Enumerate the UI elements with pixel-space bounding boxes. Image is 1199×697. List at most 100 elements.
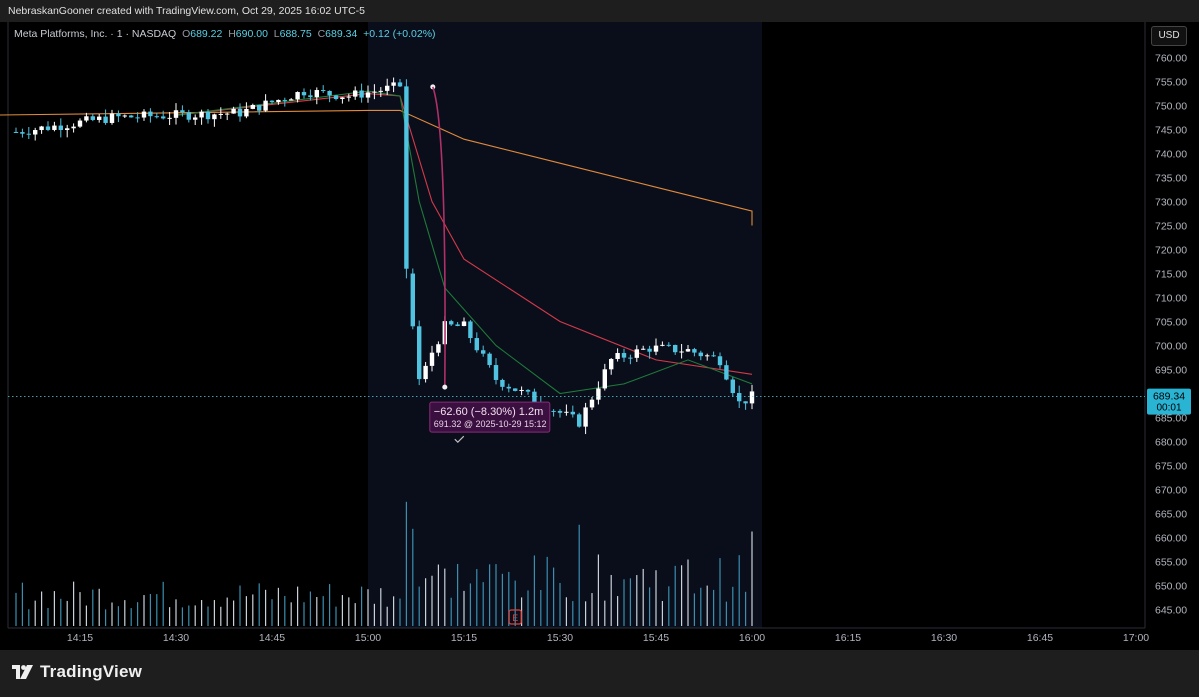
candle-body: [711, 355, 716, 357]
candle-body: [103, 116, 108, 123]
candle-body: [468, 321, 473, 339]
candle-body: [525, 389, 531, 392]
open-value: 689.22: [190, 28, 223, 40]
candle-body: [685, 349, 691, 352]
candle-body: [717, 356, 723, 366]
candle-body: [321, 90, 326, 92]
candle-body: [481, 350, 486, 354]
brand[interactable]: TradingView: [12, 662, 142, 682]
candle-body: [218, 113, 223, 115]
y-tick-label: 755.00: [1155, 77, 1187, 89]
candle-body: [455, 324, 460, 327]
candle-body: [65, 128, 70, 131]
candle-body: [589, 399, 595, 408]
candle-body: [154, 116, 159, 118]
candle-body: [673, 344, 678, 353]
candle-body: [71, 126, 76, 129]
change-value: +0.12 (+0.02%): [363, 28, 436, 40]
symbol-name: Meta Platforms, Inc. · 1 · NASDAQ: [14, 28, 177, 40]
candle-body: [385, 85, 390, 91]
candle-body: [282, 99, 287, 101]
candle-body: [660, 344, 665, 346]
close-label: C: [317, 28, 326, 40]
candle-body: [679, 351, 684, 353]
tradingview-logo-icon: [12, 665, 33, 679]
attribution-bar: NebraskanGooner created with TradingView…: [0, 0, 1199, 22]
y-tick-label: 675.00: [1155, 460, 1187, 472]
y-tick-label: 760.00: [1155, 53, 1187, 65]
price-chart[interactable]: 645.00 650.00 655.00 660.00 665.00 670.00 675.…: [0, 0, 1199, 650]
candle-body: [487, 353, 492, 366]
candle-body: [705, 355, 710, 357]
measure-tooltip-box: [429, 401, 551, 433]
close-value: 689.34: [325, 28, 358, 40]
y-tick-label: 650.00: [1155, 580, 1187, 592]
candle-body: [519, 389, 524, 391]
candle-body: [570, 411, 575, 415]
x-tick-label: 16:15: [835, 632, 861, 644]
ema-line-3: [175, 90, 753, 395]
candle-body: [52, 125, 57, 130]
y-tick-label: 665.00: [1155, 508, 1187, 520]
candle-body: [513, 388, 518, 391]
y-tick-label: 680.00: [1155, 436, 1187, 448]
high-label: H: [228, 28, 236, 40]
candle-body: [186, 112, 191, 120]
candle-body: [359, 90, 364, 98]
session-background: [368, 22, 762, 628]
candle-body: [532, 391, 537, 403]
candle-body: [449, 321, 454, 325]
symbol-legend[interactable]: Meta Platforms, Inc. · 1 · NASDAQ O689.2…: [14, 28, 436, 40]
candle-body: [621, 353, 627, 358]
measure-tooltip-line2: 691.32 @ 2025-10-29 15:12: [434, 419, 547, 429]
x-tick-label: 15:30: [547, 632, 573, 644]
y-tick-label: 660.00: [1155, 532, 1187, 544]
y-tick-label: 670.00: [1155, 484, 1187, 496]
x-tick-label: 16:45: [1027, 632, 1053, 644]
candle-body: [730, 379, 735, 394]
candle-body: [161, 116, 166, 119]
x-tick-label: 15:45: [643, 632, 669, 644]
candle-body: [205, 111, 211, 120]
candle-body: [116, 113, 121, 117]
price-tag: [1147, 388, 1191, 415]
candle-body: [141, 111, 147, 118]
candle-body: [180, 110, 185, 113]
price-tag-value: 689.34: [1153, 391, 1185, 403]
candle-body: [609, 358, 614, 370]
x-tick-label: 17:00: [1123, 632, 1149, 644]
candle-body: [365, 92, 371, 98]
candle-body: [33, 130, 38, 135]
open-label: O: [182, 28, 191, 40]
candle-body: [129, 115, 134, 118]
candle-body: [564, 411, 569, 413]
x-tick-label: 15:15: [451, 632, 477, 644]
x-tick-label: 14:45: [259, 632, 285, 644]
price-tag-countdown: 00:01: [1156, 403, 1181, 414]
low-label: L: [273, 28, 280, 40]
currency-button[interactable]: USD: [1151, 26, 1187, 46]
candle-body: [84, 116, 89, 121]
y-tick-label: 695.00: [1155, 364, 1187, 376]
candle-body: [263, 100, 268, 111]
candle-body: [58, 125, 63, 131]
candle-body: [474, 338, 479, 351]
candle-body: [308, 95, 313, 98]
candle-body: [628, 357, 633, 359]
low-value: 688.75: [279, 28, 312, 40]
candle-body: [167, 117, 172, 119]
earnings-marker-label: E: [512, 613, 518, 623]
y-tick-label: 700.00: [1155, 340, 1187, 352]
candle-body: [615, 353, 620, 359]
candle-body: [122, 115, 127, 117]
candle-body: [372, 91, 377, 93]
x-tick-label: 14:30: [163, 632, 189, 644]
candle-body: [20, 132, 25, 134]
candle-body: [353, 90, 358, 97]
candle-body: [596, 388, 601, 400]
candle-body: [602, 369, 607, 389]
y-tick-label: 745.00: [1155, 125, 1187, 137]
candle-body: [193, 117, 198, 120]
y-tick-label: 655.00: [1155, 556, 1187, 568]
checkmark-icon: [454, 435, 465, 443]
